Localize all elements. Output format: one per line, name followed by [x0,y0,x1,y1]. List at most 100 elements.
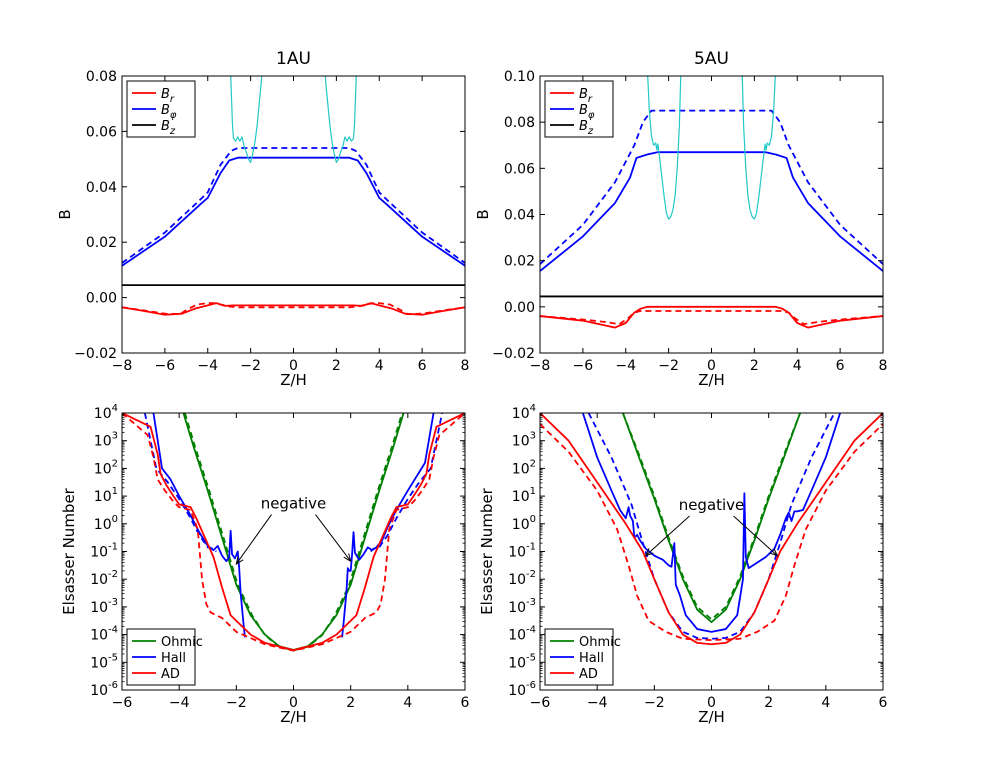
series-group [540,413,883,646]
y-tick-label: 10-5 [90,652,118,671]
y-tick-label-base: 10 [508,600,526,616]
annotation-arrow [733,515,778,557]
series-line-hall [582,413,841,633]
y-tick-label-base: 10 [90,683,108,699]
x-tick-label: −2 [240,358,261,374]
x-tick-label: 0 [289,358,298,374]
y-tick-label-base: 10 [512,517,530,533]
y-axis-label: Elsasser Number [478,487,496,615]
y-tick-label-exponent: 3 [530,431,536,442]
y-tick-label: 0.04 [504,208,535,224]
series-line-b-r [122,302,465,316]
x-tick-label: −4 [197,358,218,374]
y-tick-label-exponent: -1 [108,542,118,553]
y-tick-label-base: 10 [94,461,112,477]
y-tick-label-base: 10 [90,655,108,671]
series-line-ohmic-dashed- [622,413,801,621]
chart-panel-1: −8 −6 −4 −2 0 2 4 6 8 −0.02 0.00 0.02 0.04 0.06 0.08 Z/… [56,49,469,389]
legend-label: Hall [161,651,186,666]
y-tick-label: 10-3 [508,597,536,616]
y-tick-label: 102 [94,458,118,477]
y-tick-label-exponent: -4 [108,625,118,636]
y-tick-label-exponent: -5 [526,652,536,663]
x-tick-label: −2 [226,695,247,711]
series-line-cyan [230,76,263,164]
y-tick-label-exponent: -5 [108,652,118,663]
y-tick-label-base: 10 [90,628,108,644]
y-tick-label: 0.04 [86,180,117,196]
legend-label-main: B [161,87,170,102]
y-tick-label-base: 10 [512,461,530,477]
y-tick-label: 0.06 [504,161,535,177]
legend-label: Ohmic [579,635,621,650]
y-axis-label: B [474,209,492,219]
y-tick-label: 104 [512,403,536,422]
legend-label: Bφ [161,103,177,121]
y-tick-label-base: 10 [94,489,112,505]
y-tick-label-base: 10 [508,545,526,561]
series-line-b-r [540,305,883,329]
annotation-arrow [645,515,690,557]
x-tick-label: −6 [155,358,176,374]
annotation-arrowhead [235,556,244,566]
x-axis-label: Z/H [698,371,725,389]
y-tick-label: 101 [512,486,536,505]
y-tick-label-base: 10 [512,406,530,422]
x-tick-label: −2 [658,358,679,374]
annotation-arrowhead [769,548,779,557]
x-tick-label: −4 [587,695,608,711]
legend-label-main: B [579,87,588,102]
x-tick-label: −4 [169,695,190,711]
y-tick-label: 0.00 [86,291,117,307]
panels: −8 −6 −4 −2 0 2 4 6 8 −0.02 0.00 0.02 0.04 0.06 0.08 Z/… [56,49,888,726]
y-tick-label: 0.10 [504,69,535,85]
legend-label: Bφ [579,103,595,121]
y-tick-label-base: 10 [90,572,108,588]
y-tick-label: 0.02 [86,235,117,251]
y-tick-label: 104 [94,403,118,422]
series-line-b-phi [122,156,465,267]
y-axis-label: Elsasser Number [60,487,78,615]
series-group [122,413,465,652]
y-axis-label: B [56,209,74,219]
legend-label-main: B [161,119,170,134]
y-tick-label-exponent: 1 [112,486,118,497]
legend-label: Bz [161,119,176,137]
chart-title: 1AU [276,49,311,69]
y-tick-label: −0.02 [74,346,117,362]
x-tick-label: 8 [461,358,470,374]
legend-label-subscript: z [169,126,176,137]
x-tick-label: 4 [821,695,830,711]
x-tick-label: 2 [332,358,341,374]
y-tick-label: 0.02 [504,254,535,270]
x-tick-label: 4 [403,695,412,711]
legend-label: Hall [579,651,604,666]
x-tick-label: −6 [573,358,594,374]
y-tick-label-exponent: -3 [108,597,118,608]
x-tick-label: 0 [707,695,716,711]
annotation-text: negative [261,495,327,513]
series-line-ad-dashed- [540,423,883,642]
legend-label-main: B [579,119,588,134]
y-tick-label-exponent: -1 [526,542,536,553]
y-tick-label-exponent: -2 [526,569,536,580]
y-tick-label: 10-4 [90,625,118,644]
chart-panel-2: −8 −6 −4 −2 0 2 4 6 8 −0.02 0.00 0.02 0.04 0.06 0.08 0.… [474,49,887,389]
y-tick-label: 102 [512,458,536,477]
series-line-b-r-dashed- [540,310,883,326]
y-tick-label-base: 10 [508,572,526,588]
y-tick-label: 10-6 [90,680,118,699]
legend-label: AD [579,667,598,682]
y-tick-label: 10-2 [508,569,536,588]
y-tick-label-exponent: 2 [112,458,118,469]
y-tick-label: −0.02 [492,346,535,362]
y-tick-label: 100 [512,514,536,533]
x-tick-label: 2 [750,358,759,374]
legend-label: Bz [579,119,594,137]
x-tick-label: 6 [836,358,845,374]
y-tick-label: 0.00 [504,300,535,316]
y-tick-label: 103 [512,431,536,450]
y-tick-label-base: 10 [90,545,108,561]
